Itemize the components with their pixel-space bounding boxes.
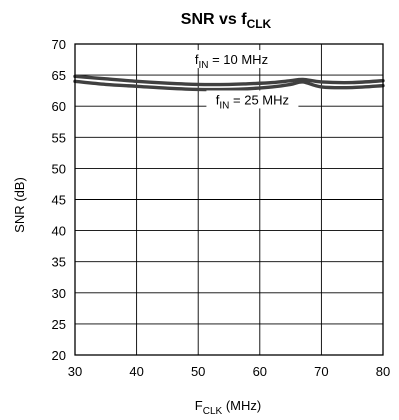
y-tick-label-50: 50: [52, 161, 66, 176]
x-axis-label: FCLK (MHz): [195, 398, 261, 417]
annotations: fIN = 10 MHz fIN = 25 MHz: [185, 50, 299, 111]
annotation-2: fIN = 25 MHz: [216, 92, 289, 111]
y-tick-label-65: 65: [52, 68, 66, 83]
plot-frame: [74, 43, 384, 356]
x-tick-label-50: 50: [191, 364, 205, 379]
annotation-bg-1: [185, 50, 278, 69]
x-tick-label-60: 60: [253, 364, 267, 379]
annotation-bg-2: [206, 90, 299, 109]
series-line-2: [73, 79, 385, 92]
y-tick-label-40: 40: [52, 224, 66, 239]
x-tick-label-80: 80: [376, 364, 390, 379]
y-tick-label-30: 30: [52, 286, 66, 301]
x-tick-label-30: 30: [68, 364, 82, 379]
y-tick-labels: 20 25 30 35 40 45 50 55 60 65 70: [52, 37, 66, 363]
x-tick-label-70: 70: [314, 364, 328, 379]
y-tick-label-25: 25: [52, 317, 66, 332]
y-tick-label-70: 70: [52, 37, 66, 52]
y-tick-label-20: 20: [52, 348, 66, 363]
x-tick-label-40: 40: [129, 364, 143, 379]
y-tick-label-35: 35: [52, 255, 66, 270]
series-lines: [73, 74, 385, 92]
series-line-1: [73, 74, 385, 87]
chart-title: SNR vs fCLK: [181, 11, 272, 31]
annotation-1: fIN = 10 MHz: [195, 52, 268, 71]
y-tick-label-55: 55: [52, 130, 66, 145]
y-tick-label-45: 45: [52, 193, 66, 208]
y-tick-label-60: 60: [52, 99, 66, 114]
x-tick-labels: 30 40 50 60 70 80: [68, 364, 390, 379]
y-axis-label: SNR (dB): [12, 177, 27, 233]
